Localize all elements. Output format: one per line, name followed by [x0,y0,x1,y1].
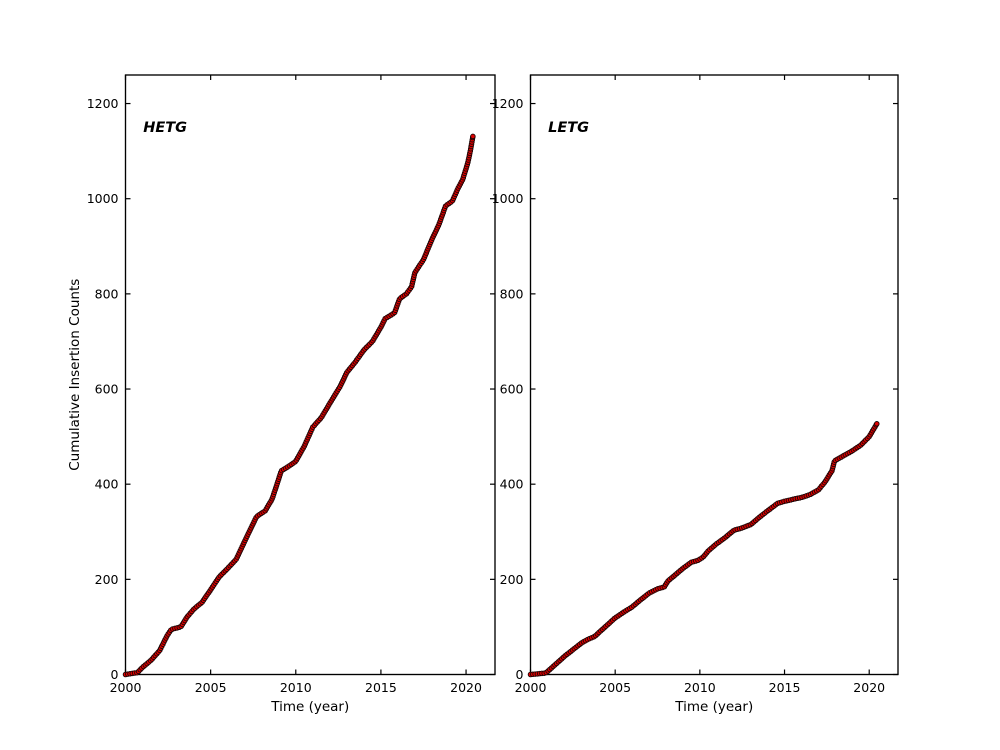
y-tick-label: 400 [500,477,524,492]
x-axis-label: Time (year) [674,699,753,715]
x-tick-label: 2020 [853,680,885,695]
plot-title: LETG [548,120,589,136]
y-tick-label: 1200 [492,96,524,111]
y-tick-label: 1000 [492,191,524,206]
x-tick-label: 2010 [280,680,312,695]
data-point [874,421,880,427]
y-tick-label: 0 [516,667,524,682]
y-tick-label: 600 [95,382,119,397]
x-tick-label: 2005 [195,680,227,695]
plot-title: HETG [143,120,187,136]
y-tick-label: 0 [111,667,119,682]
y-tick-label: 1000 [87,191,119,206]
x-tick-label: 2005 [599,680,631,695]
letg-plot: 2000 2005 2010 2015 2020 0 200 400 600 800 1000 120… [492,74,899,715]
x-tick-label: 2015 [769,680,801,695]
x-tick-label: 2010 [684,680,716,695]
y-tick-label: 800 [500,286,524,301]
y-tick-label: 200 [95,572,119,587]
y-axis-label: Cumulative Insertion Counts [67,279,83,471]
x-tick-label: 2020 [450,680,482,695]
x-axis-label: Time (year) [270,699,349,715]
x-tick-label: 2000 [515,680,547,695]
letg-data-points [527,421,880,678]
y-tick-label: 1200 [87,96,119,111]
plot-frame [124,74,496,676]
hetg-plot: 2000 2005 2010 2015 2020 0 200 400 600 800 1000 120… [67,74,496,715]
y-tick-label: 600 [500,382,524,397]
y-tick-label: 800 [95,286,119,301]
x-tick-label: 2000 [110,680,142,695]
plot-frame [529,74,899,676]
data-point [470,133,476,140]
y-tick-label: 200 [500,572,524,587]
y-tick-label: 400 [95,477,119,492]
x-tick-label: 2015 [365,680,397,695]
hetg-data-points [122,133,476,678]
